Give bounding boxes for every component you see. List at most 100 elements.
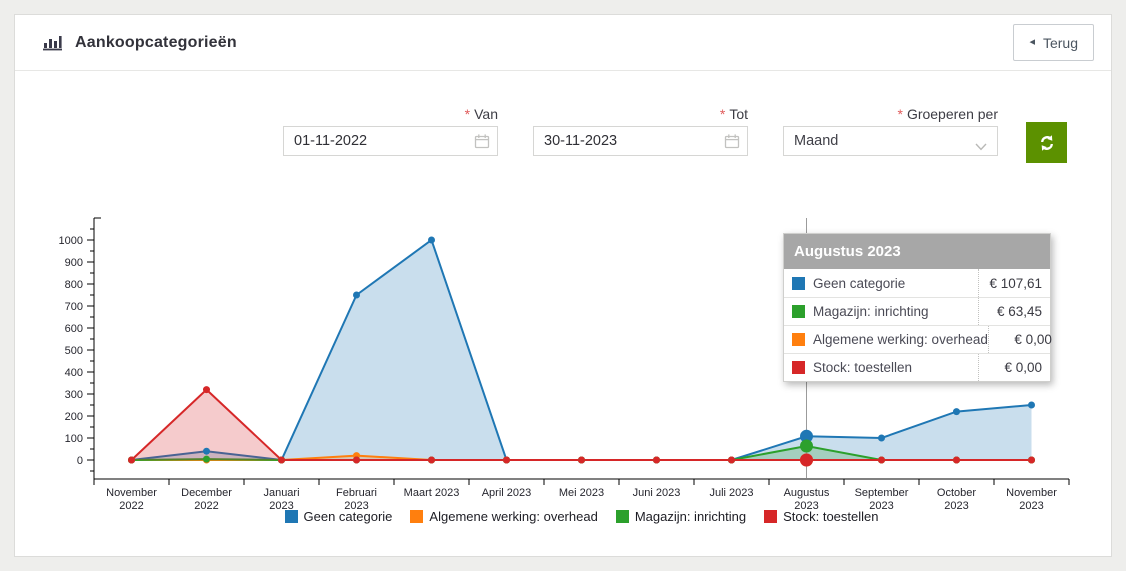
- legend-item[interactable]: Magazijn: inrichting: [615, 509, 747, 524]
- y-axis-label: 500: [65, 345, 83, 357]
- data-point: [1028, 401, 1035, 409]
- tooltip-series-value: € 107,61: [978, 269, 1050, 297]
- legend-item[interactable]: Algemene werking: overhead: [410, 509, 598, 524]
- data-point: [953, 456, 960, 464]
- tot-date-input[interactable]: [533, 126, 748, 156]
- tooltip-series-value: € 0,00: [978, 354, 1050, 381]
- y-axis-label: 300: [65, 389, 83, 401]
- x-axis-label: Januari 2023: [263, 487, 299, 512]
- tooltip-swatch-icon: [792, 333, 805, 346]
- x-axis-label: November 2023: [1006, 487, 1057, 512]
- series-area: [131, 389, 1032, 460]
- x-axis-label: November 2022: [106, 487, 157, 512]
- y-axis-label: 1000: [59, 235, 83, 247]
- tooltip-series-label: Geen categorie: [813, 275, 906, 291]
- y-axis-label: 700: [65, 301, 83, 313]
- legend-label: Geen categorie: [303, 509, 393, 524]
- x-axis-label: Maart 2023: [404, 487, 460, 499]
- tot-label: * Tot: [719, 106, 748, 122]
- card-header: Aankoopcategorieën ◂ Terug: [15, 15, 1111, 71]
- y-axis-label: 900: [65, 257, 83, 269]
- data-point: [278, 456, 285, 464]
- data-point: [203, 386, 210, 394]
- tooltip-series-label: Magazijn: inrichting: [813, 304, 929, 319]
- x-axis-label: October 2023: [937, 487, 976, 512]
- data-point: [503, 456, 510, 464]
- refresh-icon: [1038, 134, 1056, 152]
- tooltip-swatch-icon: [792, 276, 805, 290]
- calendar-icon[interactable]: [724, 133, 740, 149]
- data-point: [578, 456, 585, 464]
- legend-label: Magazijn: inrichting: [634, 509, 747, 524]
- legend-label: Stock: toestellen: [783, 509, 879, 524]
- tooltip-series-label: Algemene werking: overhead: [813, 332, 988, 347]
- data-point: [203, 455, 210, 463]
- legend-swatch-icon: [764, 510, 778, 523]
- y-axis-label: 100: [65, 433, 83, 445]
- chevron-down-icon: [975, 138, 987, 156]
- groeperen-label: * Groeperen per: [897, 106, 998, 122]
- x-axis-label: Mei 2023: [559, 487, 604, 499]
- legend-swatch-icon: [410, 510, 424, 523]
- data-point: [428, 456, 435, 464]
- groeperen-selected-value: Maand: [794, 133, 839, 149]
- legend-item[interactable]: Stock: toestellen: [764, 509, 878, 524]
- chart-tooltip: Augustus 2023 Geen categorie € 107,61 Maga…: [783, 233, 1052, 382]
- legend-item[interactable]: Geen categorie: [284, 509, 393, 524]
- required-marker: *: [897, 106, 903, 122]
- data-point: [800, 429, 813, 443]
- required-marker: *: [719, 106, 726, 122]
- tooltip-series-value: € 0,00: [987, 326, 1060, 353]
- back-button[interactable]: ◂ Terug: [1013, 24, 1094, 61]
- back-arrow-icon: ◂: [1029, 36, 1035, 48]
- y-axis-label: 0: [77, 455, 83, 467]
- data-point: [953, 408, 960, 416]
- back-button-label: Terug: [1042, 34, 1078, 51]
- data-point: [428, 236, 435, 244]
- van-date-input[interactable]: [283, 126, 498, 156]
- legend-swatch-icon: [615, 510, 629, 523]
- data-point: [800, 439, 813, 453]
- calendar-icon[interactable]: [474, 133, 490, 149]
- page-title: Aankoopcategorieën: [75, 33, 237, 51]
- tooltip-series-label: Stock: toestellen: [813, 360, 913, 375]
- y-axis-label: 800: [65, 279, 83, 291]
- data-point: [878, 456, 885, 464]
- y-axis-label: 400: [65, 367, 83, 379]
- tooltip-series-value: € 63,45: [978, 298, 1050, 325]
- tooltip-row: Stock: toestellen € 0,00: [784, 353, 1050, 381]
- groeperen-field: * Groeperen per Maand: [783, 106, 998, 156]
- groeperen-select[interactable]: Maand: [783, 126, 998, 156]
- data-point: [800, 453, 813, 467]
- data-point: [728, 456, 735, 464]
- bar-chart-icon: [41, 34, 63, 51]
- required-marker: *: [464, 106, 471, 122]
- tooltip-row: Algemene werking: overhead € 0,00: [784, 325, 1052, 353]
- x-axis-label: September 2023: [855, 487, 909, 512]
- tot-field: * Tot: [533, 106, 748, 156]
- data-point: [1028, 456, 1035, 464]
- tooltip-row: Magazijn: inrichting € 63,45: [784, 297, 1050, 325]
- data-point: [353, 456, 360, 464]
- data-point: [353, 291, 360, 299]
- x-axis-label: Februari 2023: [336, 487, 377, 512]
- tooltip-rows: Geen categorie € 107,61 Magazijn: inrichti…: [784, 269, 1052, 381]
- y-axis-label: 200: [65, 411, 83, 423]
- van-field: * Van: [283, 106, 498, 156]
- tooltip-swatch-icon: [792, 361, 805, 374]
- refresh-button[interactable]: [1026, 122, 1067, 163]
- tooltip-swatch-icon: [792, 305, 805, 318]
- x-axis-label: December 2022: [181, 487, 232, 512]
- data-point: [878, 434, 885, 442]
- tooltip-title: Augustus 2023: [784, 234, 1050, 269]
- data-point: [203, 447, 210, 455]
- y-axis-label: 600: [65, 323, 83, 335]
- data-point: [653, 456, 660, 464]
- legend-label: Algemene werking: overhead: [429, 509, 598, 524]
- tooltip-row: Geen categorie € 107,61: [784, 269, 1050, 297]
- legend-swatch-icon: [284, 510, 298, 523]
- x-axis-label: Juni 2023: [633, 487, 681, 499]
- data-point: [128, 456, 135, 464]
- x-axis-label: Juli 2023: [709, 487, 753, 499]
